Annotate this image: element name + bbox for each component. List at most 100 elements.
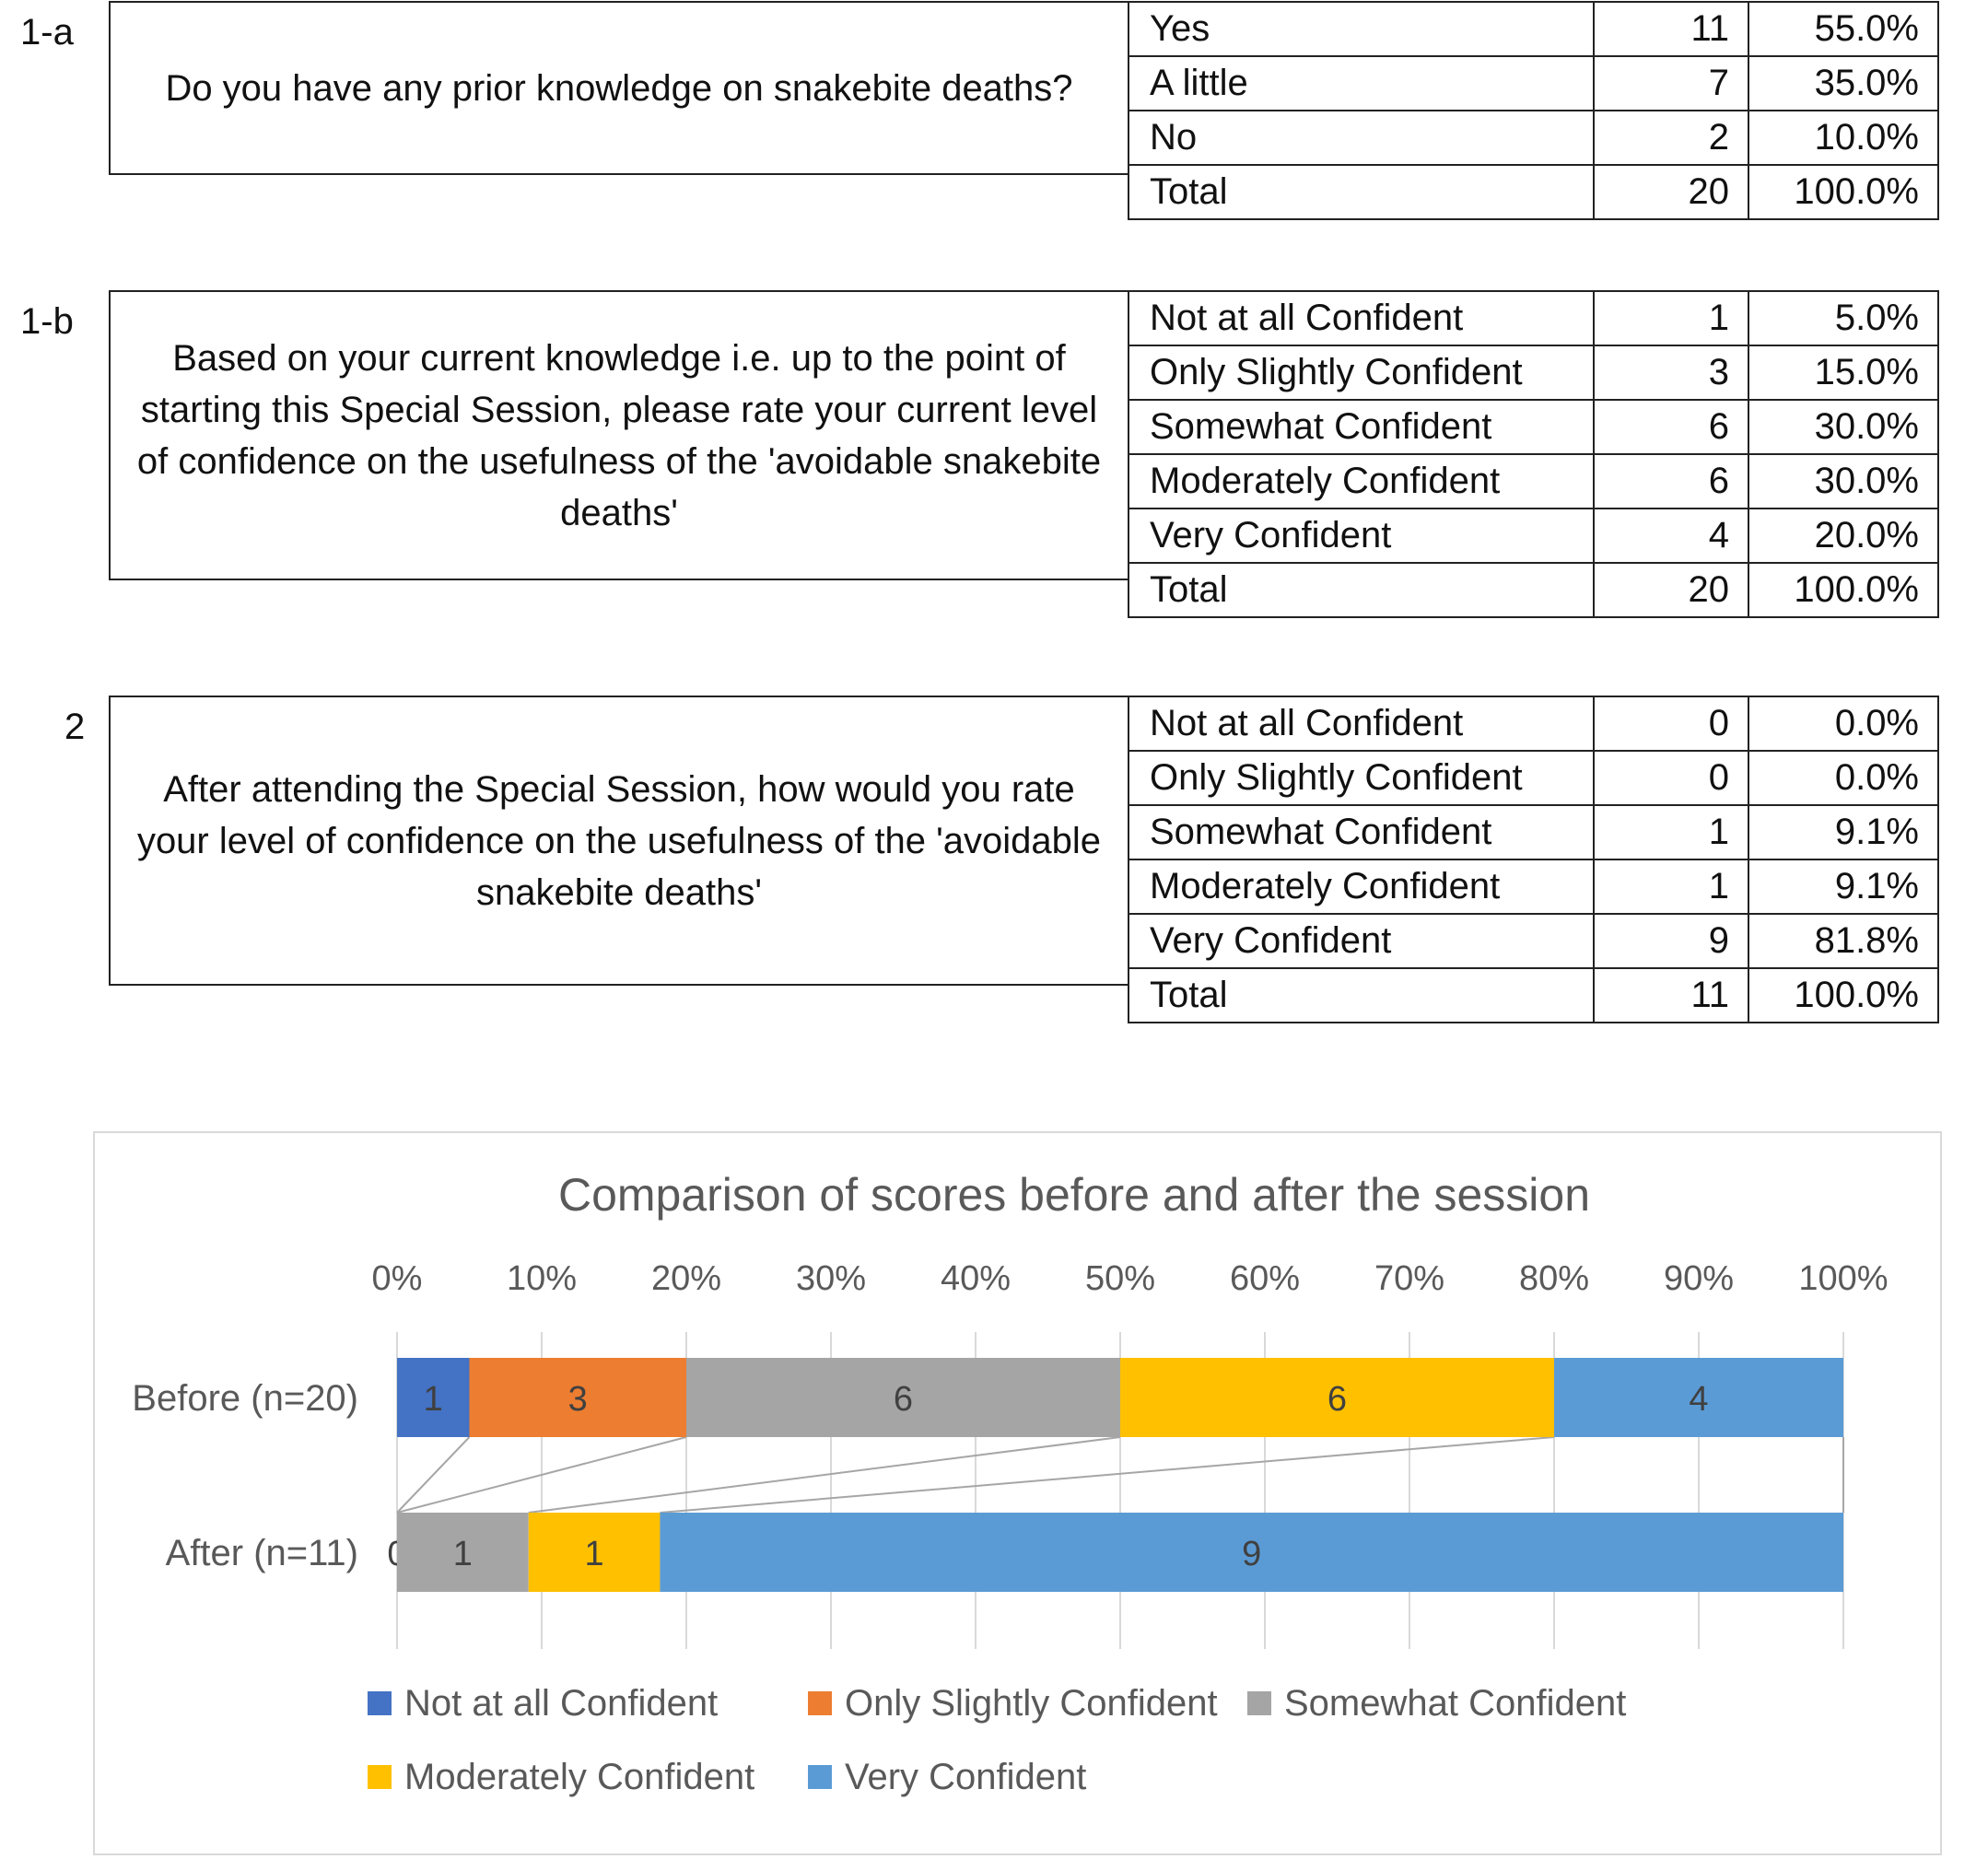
response-label: A little [1128, 55, 1595, 111]
legend-label: Moderately Confident [404, 1757, 754, 1797]
table-row-total: Total 20 100.0% [1128, 562, 1939, 618]
response-count: 1 [1593, 859, 1749, 915]
bar-segment [397, 1513, 529, 1592]
response-label: Somewhat Confident [1128, 399, 1595, 455]
response-percent: 100.0% [1748, 967, 1939, 1023]
section-label: 2 [64, 707, 86, 747]
series-line [396, 1436, 471, 1514]
response-percent: 5.0% [1748, 290, 1939, 346]
response-label: Only Slightly Confident [1128, 345, 1595, 401]
table-row: A little 7 35.0% [1128, 55, 1939, 111]
section-label: 1-a [20, 12, 74, 53]
table-row: Only Slightly Confident 3 15.0% [1128, 345, 1939, 401]
table-row: Only Slightly Confident 0 0.0% [1128, 750, 1939, 806]
legend-swatch [368, 1765, 392, 1789]
legend-swatch [808, 1765, 832, 1789]
series-line [396, 1436, 687, 1514]
response-label: Only Slightly Confident [1128, 750, 1595, 806]
response-label: Moderately Confident [1128, 453, 1595, 509]
response-count: 0 [1593, 696, 1749, 752]
legend-swatch [368, 1691, 392, 1715]
response-count: 9 [1593, 913, 1749, 969]
bar-segment [1554, 1358, 1843, 1437]
section-label: 1-b [20, 301, 74, 342]
legend-label: Only Slightly Confident [845, 1683, 1218, 1724]
data-label: 9 [1242, 1535, 1261, 1573]
response-count: 2 [1593, 110, 1749, 166]
bar-segment [469, 1358, 686, 1437]
legend-swatch [1247, 1691, 1271, 1715]
legend-label: Not at all Confident [404, 1683, 718, 1724]
table-row: Not at all Confident 1 5.0% [1128, 290, 1939, 346]
category-label: Before (n=20) [132, 1378, 358, 1419]
tick-label: 70% [1374, 1259, 1444, 1298]
response-count: 4 [1593, 508, 1749, 564]
response-percent: 10.0% [1748, 110, 1939, 166]
data-label: 6 [894, 1380, 913, 1419]
response-percent: 9.1% [1748, 859, 1939, 915]
question-box: Based on your current knowledge i.e. up … [109, 290, 1129, 580]
response-label: Somewhat Confident [1128, 804, 1595, 860]
bar-segment [528, 1513, 661, 1592]
tick-label: 100% [1798, 1259, 1888, 1298]
legend-label: Somewhat Confident [1284, 1683, 1626, 1724]
table-row: Very Confident 4 20.0% [1128, 508, 1939, 564]
response-label: Yes [1128, 1, 1595, 57]
bar-segment [397, 1358, 470, 1437]
legend-label: Very Confident [845, 1757, 1086, 1797]
data-label: 6 [1327, 1380, 1347, 1419]
response-label: Very Confident [1128, 508, 1595, 564]
response-percent: 100.0% [1748, 562, 1939, 618]
bar-segment [686, 1358, 1120, 1437]
bar-segment [660, 1513, 1843, 1592]
response-count: 11 [1593, 967, 1749, 1023]
data-label: 4 [1689, 1380, 1708, 1419]
question-text: After attending the Special Session, how… [136, 768, 1102, 913]
tick-label: 40% [941, 1259, 1011, 1298]
tick-label: 60% [1230, 1259, 1300, 1298]
table-row: Moderately Confident 1 9.1% [1128, 859, 1939, 915]
response-label: Total [1128, 164, 1595, 220]
response-count: 7 [1593, 55, 1749, 111]
chart-panel: Comparison of scores before and after th… [93, 1131, 1942, 1855]
data-label: 3 [568, 1380, 588, 1419]
response-label: No [1128, 110, 1595, 166]
question-box: After attending the Special Session, how… [109, 696, 1129, 986]
response-table: Not at all Confident 0 0.0% Only Slightly … [1128, 696, 1939, 1023]
response-percent: 30.0% [1748, 453, 1939, 509]
data-label: 1 [585, 1535, 604, 1573]
response-label: Not at all Confident [1128, 290, 1595, 346]
response-label: Not at all Confident [1128, 696, 1595, 752]
tick-label: 80% [1519, 1259, 1589, 1298]
series-line [528, 1436, 1121, 1514]
response-percent: 100.0% [1748, 164, 1939, 220]
tick-label: 20% [651, 1259, 721, 1298]
response-percent: 20.0% [1748, 508, 1939, 564]
table-row: No 2 10.0% [1128, 110, 1939, 166]
tick-label: 0% [372, 1259, 423, 1298]
response-percent: 81.8% [1748, 913, 1939, 969]
response-percent: 9.1% [1748, 804, 1939, 860]
response-percent: 15.0% [1748, 345, 1939, 401]
response-table: Not at all Confident 1 5.0% Only Slightly … [1128, 290, 1939, 618]
series-line [660, 1436, 1555, 1514]
response-count: 20 [1593, 164, 1749, 220]
response-count: 11 [1593, 1, 1749, 57]
response-count: 6 [1593, 453, 1749, 509]
response-percent: 55.0% [1748, 1, 1939, 57]
response-percent: 0.0% [1748, 750, 1939, 806]
question-box: Do you have any prior knowledge on snake… [109, 1, 1129, 175]
table-row: Very Confident 9 81.8% [1128, 913, 1939, 969]
tick-label: 30% [796, 1259, 866, 1298]
table-row: Moderately Confident 6 30.0% [1128, 453, 1939, 509]
response-label: Very Confident [1128, 913, 1595, 969]
chart-title: Comparison of scores before and after th… [558, 1169, 1590, 1221]
table-row: Yes 11 55.0% [1128, 1, 1939, 57]
tick-label: 50% [1085, 1259, 1155, 1298]
stacked-bar-chart: Comparison of scores before and after th… [132, 1169, 1888, 1797]
table-row-total: Total 11 100.0% [1128, 967, 1939, 1023]
data-label: 1 [424, 1380, 443, 1419]
bar-segment [1120, 1358, 1554, 1437]
data-label: 1 [453, 1535, 473, 1573]
tick-label: 10% [507, 1259, 577, 1298]
